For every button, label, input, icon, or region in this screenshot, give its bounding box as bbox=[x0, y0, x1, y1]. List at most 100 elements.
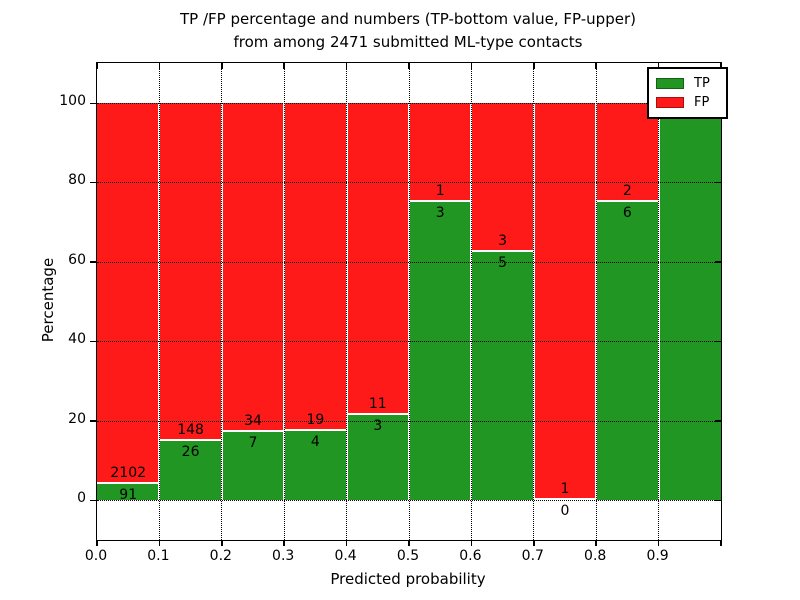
x-tick-label: 0.5 bbox=[396, 548, 420, 564]
x-tick-mark bbox=[408, 540, 410, 546]
fp-count-label: 2102 bbox=[110, 464, 147, 481]
h-gridline bbox=[97, 500, 721, 501]
x-tick-mark bbox=[221, 540, 223, 546]
fp-count-label: 2 bbox=[622, 183, 632, 200]
v-gridline bbox=[158, 63, 160, 540]
y-tick-mark bbox=[90, 499, 97, 501]
y-tick-label: 20 bbox=[68, 410, 86, 427]
bar-segment-tp bbox=[409, 202, 472, 500]
fp-count-label: 11 bbox=[368, 395, 387, 412]
legend: TP FP bbox=[647, 67, 728, 119]
y-tick-mark-right bbox=[715, 420, 721, 422]
legend-label-tp: TP bbox=[694, 76, 710, 91]
bar-segment-tp bbox=[221, 432, 285, 500]
y-tick-mark-right bbox=[715, 340, 721, 343]
x-tick-mark bbox=[533, 540, 535, 546]
y-tick-label: 60 bbox=[68, 251, 86, 268]
h-gridline bbox=[97, 182, 721, 184]
fp-count-label: 1 bbox=[560, 481, 570, 497]
x-tick-mark bbox=[595, 540, 597, 546]
chart-title-line1: TP /FP percentage and numbers (TP-bottom… bbox=[180, 10, 636, 28]
tp-count-label: 0 bbox=[560, 503, 570, 519]
fp-count-label: 19 bbox=[306, 411, 325, 428]
x-tick-mark-top bbox=[470, 63, 473, 69]
fp-count-label: 148 bbox=[177, 421, 204, 438]
bar-segment-tp bbox=[471, 251, 534, 500]
x-tick-label: 0.4 bbox=[334, 548, 357, 564]
x-tick-mark-top bbox=[720, 63, 722, 69]
fp-count-label: 1 bbox=[435, 183, 445, 200]
tp-color-swatch bbox=[656, 78, 684, 89]
y-tick-mark bbox=[90, 340, 97, 343]
x-tick-mark-top bbox=[533, 63, 535, 69]
x-tick-mark-top bbox=[408, 63, 410, 69]
v-gridline bbox=[470, 63, 472, 540]
tp-count-label: 3 bbox=[373, 417, 383, 434]
legend-item-tp: TP bbox=[656, 74, 718, 93]
bar-segment-tp bbox=[596, 202, 659, 500]
h-gridline bbox=[97, 420, 721, 422]
chart-title-line2: from among 2471 submitted ML-type contac… bbox=[233, 33, 583, 51]
bar-segment-fp bbox=[221, 103, 285, 433]
x-tick-mark bbox=[470, 540, 473, 546]
fp-color-swatch bbox=[656, 97, 684, 108]
x-tick-mark bbox=[657, 540, 660, 546]
y-tick-mark-right bbox=[715, 499, 721, 501]
y-tick-mark bbox=[90, 181, 97, 184]
bar-segment-fp bbox=[159, 103, 222, 441]
x-tick-mark-top bbox=[657, 63, 660, 69]
v-gridline bbox=[408, 63, 410, 540]
y-tick-label: 0 bbox=[77, 490, 86, 506]
h-gridline bbox=[97, 103, 721, 104]
x-tick-mark-top bbox=[595, 63, 597, 69]
bar-segment-tp bbox=[159, 440, 222, 500]
y-tick-mark-right bbox=[715, 261, 721, 263]
x-tick-label: 0.9 bbox=[646, 548, 669, 564]
h-gridline bbox=[97, 341, 721, 343]
bar-segment-fp bbox=[533, 103, 597, 500]
bar-segment-tp bbox=[97, 483, 160, 500]
x-tick-label: 0.8 bbox=[584, 548, 607, 564]
y-tick-mark bbox=[90, 261, 97, 263]
x-tick-label: 0.2 bbox=[209, 548, 232, 564]
v-gridline bbox=[658, 63, 660, 540]
x-tick-mark bbox=[283, 540, 285, 546]
chart-title: TP /FP percentage and numbers (TP-bottom… bbox=[96, 8, 720, 54]
y-tick-mark bbox=[90, 420, 97, 422]
bar-segment-fp bbox=[471, 103, 534, 252]
y-tick-label: 80 bbox=[68, 172, 86, 189]
x-tick-label: 0.0 bbox=[84, 548, 108, 564]
bar-segment-fp bbox=[596, 103, 659, 203]
fp-count-label: 34 bbox=[244, 413, 262, 430]
x-tick-mark bbox=[720, 540, 722, 546]
bar-segment-tp bbox=[284, 430, 347, 500]
bar-segment-fp bbox=[284, 103, 347, 431]
x-axis-label: Predicted probability bbox=[330, 570, 486, 588]
tp-count-label: 5 bbox=[498, 254, 508, 271]
x-tick-mark-top bbox=[221, 63, 223, 69]
plot-area: TP FP 210291148263471941131335102605 bbox=[90, 62, 728, 546]
x-tick-mark-top bbox=[158, 63, 161, 69]
fp-count-label: 3 bbox=[498, 232, 508, 249]
x-tick-mark bbox=[158, 540, 161, 546]
tp-count-label: 4 bbox=[310, 433, 320, 450]
v-gridline bbox=[595, 63, 597, 540]
y-tick-mark bbox=[90, 102, 97, 104]
bar-segment-fp bbox=[346, 103, 409, 415]
bar-segment-fp bbox=[97, 103, 160, 484]
y-tick-label: 100 bbox=[59, 93, 86, 109]
v-gridline bbox=[283, 63, 285, 540]
bar-segment-tp bbox=[346, 414, 409, 500]
v-gridline bbox=[346, 63, 348, 540]
bar-segment-fp bbox=[409, 103, 472, 203]
h-gridline bbox=[97, 261, 721, 263]
x-tick-mark bbox=[96, 540, 98, 546]
x-tick-label: 0.1 bbox=[147, 548, 170, 564]
x-tick-label: 0.7 bbox=[521, 548, 544, 564]
legend-label-fp: FP bbox=[694, 95, 710, 110]
x-tick-mark-top bbox=[345, 63, 348, 69]
x-tick-label: 0.6 bbox=[459, 548, 482, 564]
tp-count-label: 6 bbox=[622, 205, 632, 222]
v-gridline bbox=[221, 63, 223, 540]
